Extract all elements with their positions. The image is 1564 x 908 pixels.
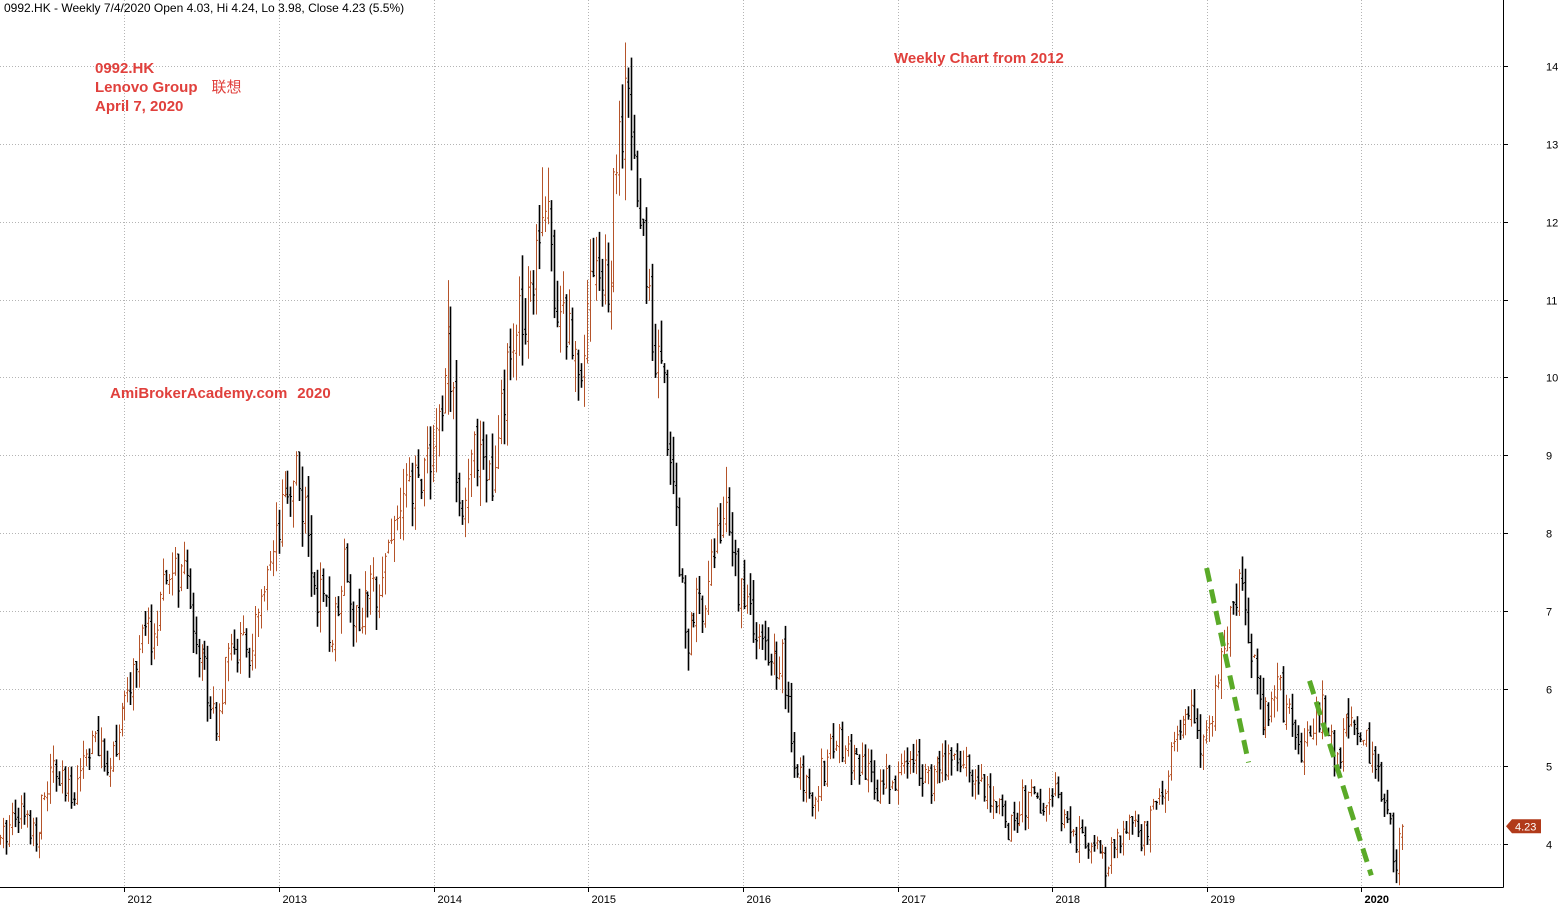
annotation-company: Lenovo Group	[95, 79, 198, 96]
y-tick-label: 11	[1546, 296, 1557, 308]
trendline	[1204, 567, 1251, 764]
x-tick-label: 2012	[128, 894, 152, 906]
header-change: (5.5%)	[368, 1, 405, 15]
watermark-year: 2020	[297, 385, 331, 402]
trendline	[1307, 680, 1374, 877]
y-tick-label: 14	[1546, 62, 1558, 74]
trendline-layer	[1204, 567, 1374, 877]
y-tick-label: 7	[1546, 607, 1552, 619]
annotation-company-cn: 联想	[211, 78, 242, 96]
header-close: 4.23	[342, 1, 366, 15]
x-tick-label: 2014	[438, 894, 462, 906]
x-tick-label: 2018	[1056, 894, 1080, 906]
y-tick-label: 6	[1546, 685, 1552, 697]
x-tick-label: 2016	[747, 894, 771, 906]
y-tick-label: 13	[1546, 140, 1558, 152]
x-tick-label: 2020	[1365, 894, 1389, 906]
y-tick-label: 4	[1546, 840, 1552, 852]
y-tick-label: 9	[1546, 451, 1552, 463]
watermark: AmiBrokerAcademy.com 2020	[110, 384, 331, 403]
annotation-block: 0992.HK Lenovo Group 联想 April 7, 2020	[95, 59, 242, 116]
header-period: Weekly	[61, 1, 101, 15]
header-high: 4.24	[231, 1, 255, 15]
annotation-ticker: 0992.HK	[95, 60, 155, 77]
last-price-label: 4.23	[1515, 821, 1536, 833]
y-tick-label: 5	[1546, 762, 1552, 774]
watermark-site: AmiBrokerAcademy.com	[110, 385, 288, 402]
y-tick-label: 8	[1546, 529, 1552, 541]
chart-header: 0992.HK - Weekly 7/4/2020 Open 4.03, Hi …	[4, 1, 405, 15]
header-open-label: Open	[153, 1, 187, 15]
x-tick-label: 2013	[283, 894, 307, 906]
x-tick-label: 2017	[902, 894, 926, 906]
header-ticker: 0992.HK	[4, 1, 51, 15]
grid-layer	[0, 0, 1503, 887]
header-date: 7/4/2020	[103, 1, 151, 15]
annotation-company-line: Lenovo Group 联想	[95, 78, 242, 97]
annotation-date: April 7, 2020	[95, 98, 184, 115]
y-tick-label: 12	[1546, 218, 1558, 230]
x-tick-label: 2015	[592, 894, 616, 906]
price-bars-layer	[0, 42, 1404, 888]
header-sep: -	[54, 1, 62, 15]
last-price-tag	[1506, 819, 1541, 834]
y-tick-label: 10	[1546, 373, 1558, 385]
x-tick-label: 2019	[1211, 894, 1235, 906]
header-low: 3.98	[278, 1, 302, 15]
header-open: 4.03	[186, 1, 210, 15]
chart-subtitle: Weekly Chart from 2012	[894, 50, 1064, 67]
